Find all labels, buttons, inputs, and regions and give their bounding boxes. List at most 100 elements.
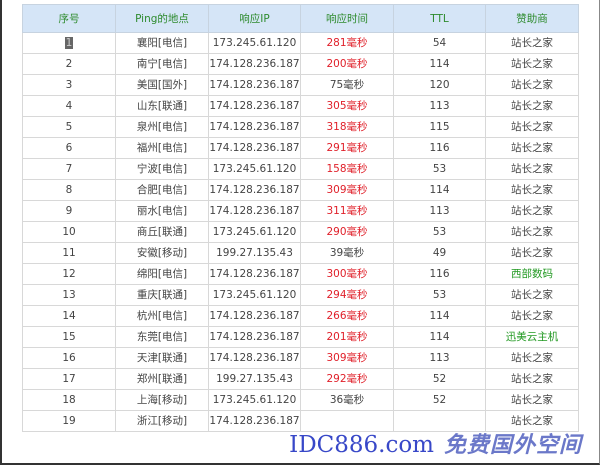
cell-sponsor[interactable]: 西部数码 [485,263,579,285]
cell-response-time: 300毫秒 [300,263,394,285]
header-index[interactable]: 序号 [22,4,116,33]
cell-sponsor[interactable]: 站长之家 [485,95,579,117]
cell-ttl: 120 [393,74,486,96]
header-ttl[interactable]: TTL [393,4,486,33]
cell-sponsor[interactable]: 站长之家 [485,53,579,75]
cell-location: 重庆[联通] [115,284,209,306]
cell-response-time: 292毫秒 [300,368,394,390]
table-row: 12 绵阳[电信] 174.128.236.187 300毫秒 116 西部数码 [22,263,579,285]
cell-ttl: 114 [393,179,486,201]
cell-sponsor[interactable]: 站长之家 [485,200,579,222]
table-row: 17 郑州[联通] 199.27.135.43 292毫秒 52 站长之家 [22,368,579,390]
cell-ttl: 114 [393,326,486,348]
cell-sponsor[interactable]: 站长之家 [485,410,579,432]
cell-ip: 173.245.61.120 [208,32,301,54]
cell-ttl: 113 [393,95,486,117]
cell-sponsor[interactable]: 站长之家 [485,389,579,411]
cell-sponsor[interactable]: 迅美云主机 [485,326,579,348]
cell-ttl: 113 [393,200,486,222]
cell-index: 15 [22,326,116,348]
cell-sponsor[interactable]: 站长之家 [485,284,579,306]
cell-ip: 173.245.61.120 [208,284,301,306]
cell-sponsor[interactable]: 站长之家 [485,347,579,369]
cell-response-time: 305毫秒 [300,95,394,117]
cell-ttl: 116 [393,137,486,159]
cell-ttl: 114 [393,53,486,75]
cell-ip: 174.128.236.187 [208,347,301,369]
table-row: 4 山东[联通] 174.128.236.187 305毫秒 113 站长之家 [22,95,579,117]
watermark: IDC886.com 免费国外空间 [289,430,582,460]
cell-response-time: 309毫秒 [300,347,394,369]
cell-sponsor[interactable]: 站长之家 [485,116,579,138]
cell-index: 16 [22,347,116,369]
header-sponsor[interactable]: 赞助商 [485,4,579,33]
cell-sponsor[interactable]: 站长之家 [485,74,579,96]
cell-location: 浙江[移动] [115,410,209,432]
cell-index: 6 [22,137,116,159]
table-row: 5 泉州[电信] 174.128.236.187 318毫秒 115 站长之家 [22,116,579,138]
cell-index: 7 [22,158,116,180]
cell-ip: 199.27.135.43 [208,242,301,264]
table-row: 18 上海[移动] 173.245.61.120 36毫秒 52 站长之家 [22,389,579,411]
table-row: 15 东莞[电信] 174.128.236.187 201毫秒 114 迅美云主机 [22,326,579,348]
cell-location: 福州[电信] [115,137,209,159]
cell-sponsor[interactable]: 站长之家 [485,305,579,327]
cell-ip: 174.128.236.187 [208,263,301,285]
table-row: 16 天津[联通] 174.128.236.187 309毫秒 113 站长之家 [22,347,579,369]
cell-ttl [393,410,486,432]
cell-response-time: 158毫秒 [300,158,394,180]
cell-sponsor[interactable]: 站长之家 [485,242,579,264]
cell-ttl: 52 [393,368,486,390]
cell-response-time: 318毫秒 [300,116,394,138]
cell-response-time: 291毫秒 [300,137,394,159]
cell-sponsor[interactable]: 站长之家 [485,32,579,54]
cell-sponsor[interactable]: 站长之家 [485,179,579,201]
table-row: 3 美国[国外] 174.128.236.187 75毫秒 120 站长之家 [22,74,579,96]
cell-ip: 174.128.236.187 [208,200,301,222]
cell-location: 泉州[电信] [115,116,209,138]
cell-ttl: 113 [393,347,486,369]
cell-ttl: 52 [393,389,486,411]
cell-response-time: 36毫秒 [300,389,394,411]
cell-response-time: 311毫秒 [300,200,394,222]
cell-index: 5 [22,116,116,138]
cell-location: 美国[国外] [115,74,209,96]
cell-ip: 174.128.236.187 [208,74,301,96]
cell-location: 南宁[电信] [115,53,209,75]
cell-response-time: 201毫秒 [300,326,394,348]
cell-response-time: 266毫秒 [300,305,394,327]
cell-index: 13 [22,284,116,306]
cell-location: 山东[联通] [115,95,209,117]
header-location[interactable]: Ping的地点 [115,4,209,33]
cell-location: 天津[联通] [115,347,209,369]
cell-index: 11 [22,242,116,264]
cell-index: 3 [22,74,116,96]
cell-ip: 173.245.61.120 [208,158,301,180]
cell-ip: 199.27.135.43 [208,368,301,390]
table-row: 10 商丘[联通] 173.245.61.120 290毫秒 53 站长之家 [22,221,579,243]
table-row: 9 丽水[电信] 174.128.236.187 311毫秒 113 站长之家 [22,200,579,222]
cell-location: 上海[移动] [115,389,209,411]
cell-sponsor[interactable]: 站长之家 [485,158,579,180]
header-response-time[interactable]: 响应时间 [300,4,394,33]
cell-index: 2 [22,53,116,75]
cell-index: 12 [22,263,116,285]
table-row: 6 福州[电信] 174.128.236.187 291毫秒 116 站长之家 [22,137,579,159]
cell-sponsor[interactable]: 站长之家 [485,137,579,159]
cell-location: 杭州[电信] [115,305,209,327]
cell-ttl: 49 [393,242,486,264]
cell-index: 1 [22,32,116,54]
table-row: 19 浙江[移动] 174.128.236.187 站长之家 [22,410,579,432]
watermark-slogan: 免费国外空间 [443,432,582,458]
cell-sponsor[interactable]: 站长之家 [485,368,579,390]
cell-index: 17 [22,368,116,390]
table-row: 14 杭州[电信] 174.128.236.187 266毫秒 114 站长之家 [22,305,579,327]
table-row: 7 宁波[电信] 173.245.61.120 158毫秒 53 站长之家 [22,158,579,180]
cell-index: 9 [22,200,116,222]
cell-ip: 173.245.61.120 [208,221,301,243]
cell-sponsor[interactable]: 站长之家 [485,221,579,243]
cell-ip: 174.128.236.187 [208,326,301,348]
cell-ip: 174.128.236.187 [208,410,301,432]
table-header-row: 序号 Ping的地点 响应IP 响应时间 TTL 赞助商 [22,4,579,33]
header-ip[interactable]: 响应IP [208,4,301,33]
